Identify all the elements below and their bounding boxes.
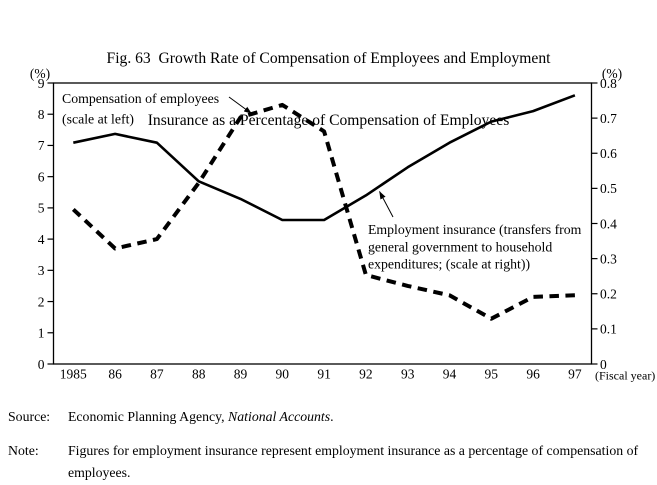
series-annotation-2: Employment insurance (transfers from gene… — [368, 222, 582, 273]
source-text-italic: National Accounts — [228, 409, 331, 424]
right-axis-tick-label: 0.5 — [600, 181, 617, 196]
x-axis-label: 88 — [192, 367, 206, 382]
right-axis-tick-label: 0.8 — [600, 76, 617, 91]
source-text: Economic Planning Agency, National Accou… — [68, 406, 334, 428]
left-axis-tick-label: 1 — [38, 326, 45, 341]
x-axis-label: 91 — [317, 367, 331, 382]
note-label: Note: — [8, 443, 39, 458]
left-axis-tick-label: 5 — [38, 201, 45, 216]
x-axis-label: 90 — [276, 367, 290, 382]
left-axis-tick-label: 0 — [38, 357, 45, 372]
x-axis-label: 92 — [359, 367, 373, 382]
left-axis-tick-label: 3 — [38, 263, 45, 278]
x-axis-label: 94 — [443, 367, 457, 382]
left-axis-unit-label: (%) — [30, 66, 50, 81]
series-annotation-line: Compensation of employees — [62, 91, 219, 106]
source-period: . — [330, 409, 334, 424]
right-axis-tick-label: 0.2 — [600, 287, 617, 302]
note-row: Note: Figures for employment insurance r… — [8, 440, 646, 484]
x-axis-label: 1985 — [60, 367, 87, 382]
series-annotation-line: expenditures; (scale at right)) — [368, 257, 530, 273]
series-annotation-line: general government to household — [368, 239, 552, 254]
left-axis-tick-label: 2 — [38, 294, 45, 309]
annotation-arrow-1 — [228, 96, 252, 114]
left-axis-tick-label: 7 — [38, 138, 45, 153]
x-axis-fiscal-year-note: (Fiscal year) — [595, 369, 655, 383]
right-axis-tick-label: 0.4 — [600, 216, 617, 231]
x-axis-label: 89 — [234, 367, 248, 382]
series-annotation-line: Employment insurance (transfers from — [368, 222, 582, 238]
x-axis-label: 97 — [568, 367, 582, 382]
left-axis-tick-label: 9 — [38, 76, 45, 91]
series-annotation-1: Compensation of employees (scale at left) — [62, 91, 219, 128]
series-annotation-line: (scale at left) — [62, 112, 134, 128]
compensation-of-employees-line — [71, 102, 575, 321]
figure-title-line1: Fig. 63 Growth Rate of Compensation of E… — [106, 50, 551, 67]
right-axis-tick-label: 0 — [600, 357, 607, 372]
right-axis-tick-label: 0.1 — [600, 322, 617, 337]
x-axis-label: 86 — [108, 367, 122, 382]
figure-title: Fig. 63 Growth Rate of Compensation of E… — [0, 8, 657, 172]
source-row: Source: Economic Planning Agency, Nation… — [8, 406, 334, 428]
left-axis-tick-label: 4 — [38, 232, 45, 247]
x-axis-label: 95 — [485, 367, 499, 382]
left-axis-tick-label: 6 — [38, 169, 45, 184]
right-axis-tick-label: 0.7 — [600, 111, 617, 126]
employment-insurance-line — [73, 94, 576, 222]
right-axis-tick-label: 0.3 — [600, 251, 617, 266]
x-axis-label: 87 — [150, 367, 164, 382]
right-axis-unit-label: (%) — [602, 66, 622, 81]
left-axis-tick-label: 8 — [38, 107, 45, 122]
x-axis-label: 93 — [401, 367, 415, 382]
right-axis-tick-label: 0.6 — [600, 146, 617, 161]
figure-title-line2: Insurance as a Percentage of Compensatio… — [147, 111, 510, 129]
annotation-arrow-2 — [379, 191, 394, 218]
source-label: Source: — [8, 409, 51, 424]
x-axis-label: 96 — [526, 367, 540, 382]
note-text: Figures for employment insurance represe… — [68, 443, 639, 480]
source-text-regular: Economic Planning Agency, — [68, 409, 229, 424]
